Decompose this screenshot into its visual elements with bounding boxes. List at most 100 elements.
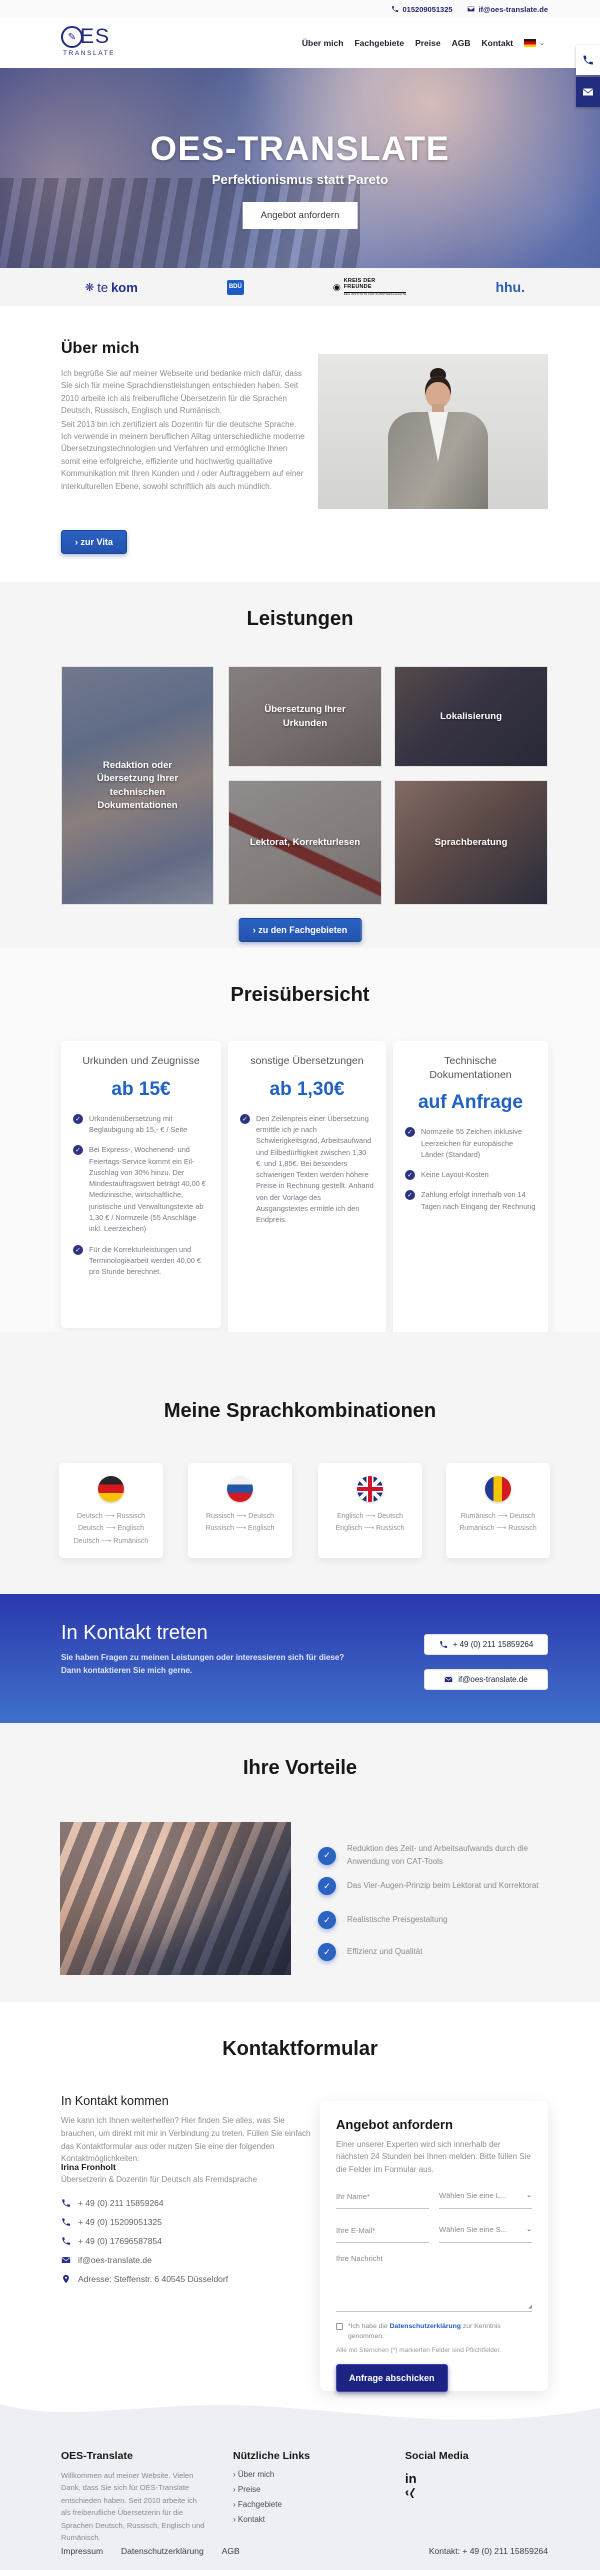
nav-kontakt[interactable]: Kontakt [481,38,514,48]
footer-link-fachgebiete[interactable]: › Fachgebiete [233,2500,282,2509]
bdue-badge: BDÜ [226,279,244,295]
contact-person-name: Irina Fronholt [61,2162,116,2172]
footer-link-kontakt[interactable]: › Kontakt [233,2515,266,2524]
phone-icon [62,2199,71,2207]
benefit-item: ✓ Reduktion des Zeit- und Arbeitsaufwands… [318,1843,547,1869]
service-select[interactable]: Wählen Sie eine S... ⌄ [439,2220,532,2244]
datenschutz-link[interactable]: Datenschutzerklärung [121,2546,204,2556]
contact-phone-3[interactable]: + 49 (0) 17696587854 [61,2236,228,2246]
contact-intro-text: Wie kann ich Ihnen weiterhelfen? Hier fi… [61,2116,311,2164]
service-label: Redaktion oder Übersetzung Ihrer technis… [96,759,179,811]
service-card-sprachberatung[interactable]: Sprachberatung [394,780,548,905]
check-icon: ✓ [73,1244,83,1255]
topbar-email-link[interactable]: if@oes-translate.de [467,5,548,14]
pricing-card-technische: Technische Dokumentationen auf Anfrage ✓… [393,1041,548,1341]
floating-mail-button[interactable] [576,77,600,107]
benefit-item: ✓ Effizienz und Qualität [318,1943,547,1961]
banner-email-label: if@oes-translate.de [458,1675,528,1684]
benefit-item: ✓ Das Vier-Augen-Prinzip beim Lektorat un… [318,1877,547,1895]
benefit-text: Effizienz und Qualität [347,1946,423,1956]
about-text: Ich begrüße Sie auf meiner Webseite und … [61,368,306,493]
hero-cta-button[interactable]: Angebot anfordern [242,202,358,229]
resize-handle-icon[interactable]: ◢ [528,2304,532,2311]
germany-flag-icon [98,1476,124,1502]
kreis-der-freunde-logo: ◉ KREIS DER FREUNDE DES INSTITUTS FÜR KU… [333,278,407,295]
pricing-card-sonstige: sonstige Übersetzungen ab 1,30€ ✓ Den Zei… [228,1041,386,1341]
contact-phone-2[interactable]: + 49 (0) 15209051325 [61,2217,228,2227]
contact-email-text: if@oes-translate.de [78,2255,152,2265]
xing-icon[interactable] [405,2488,469,2506]
footer-link-preise[interactable]: › Preise [233,2485,261,2494]
banner-phone-button[interactable]: + 49 (0) 211 15859264 [424,1634,548,1655]
chevron-down-icon: ⌄ [526,2192,532,2200]
check-icon: ✓ [405,1190,415,1201]
privacy-checkbox[interactable] [336,2323,343,2331]
mail-icon [467,6,474,12]
footer-link-ueber-mich[interactable]: › Über mich [233,2470,275,2479]
contact-subtitle: In Kontakt kommen [61,2094,169,2108]
contact-address: Adresse: Steffenstr. 6 40545 Düsseldorf [61,2274,228,2284]
service-card-lokalisierung[interactable]: Lokalisierung [394,666,548,767]
benefit-text: Das Vier-Augen-Prinzip beim Lektorat und… [347,1880,539,1890]
pricing-card-name: Urkunden und Zeugnisse [82,1055,200,1067]
kreis-icon: ◉ [332,281,341,292]
about-title: Über mich [61,340,140,357]
footer-social-column: Social Media in [405,2450,469,2506]
service-card-urkunden[interactable]: Übersetzung Ihrer Urkunden [228,666,382,767]
tekom-icon: ❋ [85,281,95,294]
phone-icon [391,6,398,12]
name-input[interactable] [336,2192,429,2202]
footer-contact-line: Kontakt: + 49 (0) 211 15859264 [428,2546,548,2556]
contact-banner: In Kontakt treten Sie haben Fragen zu me… [0,1594,600,1723]
nav-ueber-mich[interactable]: Über mich [301,38,344,48]
floating-phone-button[interactable] [576,45,600,75]
submit-button[interactable]: Anfrage abschicken [336,2363,448,2392]
pricing-bullet: Für die Korrekturleistungen und Terminol… [89,1244,201,1277]
footer-wave-decoration [0,2390,600,2420]
check-icon: ✓ [405,1170,415,1181]
language-pairs: Englisch ⟶ Deutsch Englisch ⟶ Russisch [335,1513,405,1533]
services-title: Leistungen [246,608,354,630]
pricing-card-price: ab 1,30€ [269,1078,345,1100]
about-paragraph-1: Ich begrüße Sie auf meiner Webseite und … [61,369,302,416]
logo[interactable]: ✎ ES TRANSLATE [61,25,115,57]
benefits-section: Ihre Vorteile ✓ Reduktion des Zeit- und A… [0,1723,600,2002]
benefit-text: Reduktion des Zeit- und Arbeitsaufwands … [347,1844,528,1866]
message-textarea[interactable] [336,2254,532,2307]
topbar-phone-link[interactable]: 015209051325 [391,5,453,14]
nav-agb[interactable]: AGB [451,38,471,48]
header: ✎ ES TRANSLATE Über mich Fachgebiete Pre… [0,18,600,68]
pricing-card-price: ab 15€ [111,1078,171,1100]
russia-flag-icon [227,1476,253,1502]
fachgebiete-button[interactable]: › zu den Fachgebieten [238,918,362,942]
banner-email-button[interactable]: if@oes-translate.de [424,1669,548,1690]
impressum-link[interactable]: Impressum [61,2546,104,2556]
pricing-bullet: Keine Layout-Kosten [421,1170,489,1180]
linkedin-icon[interactable]: in [405,2471,417,2486]
language-switcher[interactable]: ⌄ [524,39,545,47]
language-card-german: Deutsch ⟶ Russisch Deutsch ⟶ Englisch De… [59,1463,163,1558]
floating-contact-buttons [576,45,600,109]
contact-details-list: + 49 (0) 211 15859264 + 49 (0) 152090513… [61,2198,228,2284]
zur-vita-button[interactable]: › zur Vita [61,530,127,554]
language-select[interactable]: Wählen Sie eine L... ⌄ [439,2186,532,2210]
chevron-down-icon: ⌄ [526,2226,532,2234]
service-card-lektorat[interactable]: Lektorat, Korrekturlesen [228,780,382,905]
agb-link[interactable]: AGB [221,2546,240,2556]
contact-phone-1[interactable]: + 49 (0) 211 15859264 [61,2198,228,2208]
pricing-card-urkunden: Urkunden und Zeugnisse ab 15€ ✓ Urkundenü… [61,1041,221,1328]
hero-subtitle: Perfektionismus statt Pareto [211,172,389,187]
nav-preise[interactable]: Preise [415,38,441,48]
privacy-policy-link[interactable]: Datenschutzerklärung [389,2323,461,2331]
check-icon: ✓ [318,1846,336,1865]
nav-fachgebiete[interactable]: Fachgebiete [354,38,405,48]
contact-form-section: Kontaktformular In Kontakt kommen Wie ka… [0,2002,600,2392]
language-card-english: Englisch ⟶ Deutsch Englisch ⟶ Russisch [318,1463,422,1558]
romania-flag-icon [485,1476,511,1502]
topbar-email-text: if@oes-translate.de [478,4,548,14]
contact-email[interactable]: if@oes-translate.de [61,2255,228,2265]
email-input[interactable] [336,2226,429,2236]
service-card-technische-dokumentationen[interactable]: Redaktion oder Übersetzung Ihrer technis… [61,666,214,905]
main-nav: Über mich Fachgebiete Preise AGB Kontakt… [302,18,545,68]
